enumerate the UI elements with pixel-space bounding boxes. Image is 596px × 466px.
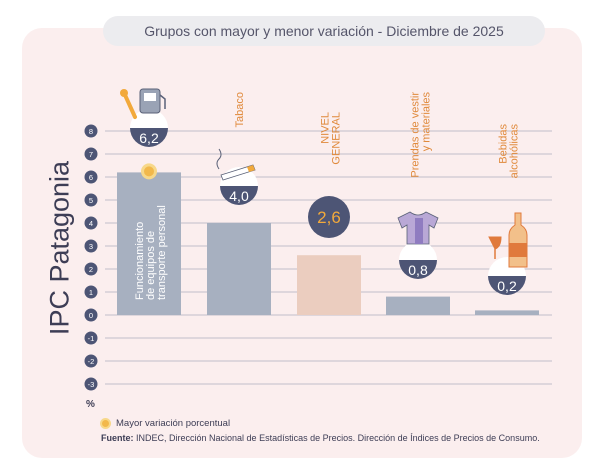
value-badge (399, 260, 437, 279)
bar (297, 255, 361, 315)
category-label-line: de equipos de (145, 231, 157, 300)
y-tick-dot (84, 216, 98, 230)
category-label: Bebidas alcohólicas (498, 124, 521, 179)
category-label: NIVEL GENERAL (320, 112, 343, 165)
y-tick-dot (84, 377, 98, 391)
bottle-label (509, 243, 527, 257)
value-label: 6,2 (139, 130, 159, 146)
value-badge (220, 186, 258, 205)
category-label-line: transporte personal (156, 205, 168, 300)
legend-label: Mayor variación porcentual (116, 418, 231, 429)
value-badge (130, 128, 168, 147)
source-label: Fuente: (101, 433, 134, 443)
category-label-line: NIVEL (320, 112, 332, 144)
shirt-panel (415, 218, 423, 244)
y-tick-dot (84, 193, 98, 207)
y-tick-dot (84, 285, 98, 299)
value-label: 2,6 (317, 208, 341, 227)
y-tick-dot (84, 239, 98, 253)
value-badge (488, 276, 526, 295)
value-badge-top (130, 109, 168, 128)
bar (207, 223, 271, 315)
y-tick-label: -1 (88, 334, 95, 343)
category-label-line: Prendas de vestir (410, 92, 422, 178)
value-badge (308, 196, 350, 238)
value-label: 0,2 (497, 278, 517, 294)
highlight-marker-core (144, 166, 154, 177)
category-label-line: Bebidas (498, 124, 510, 164)
y-tick-label: 4 (89, 219, 93, 228)
chart-title: Grupos con mayor y menor variación - Dic… (103, 16, 545, 46)
category-label: Tabaco (234, 92, 246, 127)
y-tick-dot (84, 331, 98, 345)
y-tick-label: 2 (89, 265, 93, 274)
y-tick-dot (84, 262, 98, 276)
cigarette-filter (247, 165, 255, 172)
wine-glass-icon (488, 236, 502, 250)
y-tick-label: 6 (89, 173, 93, 182)
value-label: 0,8 (408, 262, 428, 278)
y-tick-dot (84, 147, 98, 161)
y-tick-label: 1 (89, 288, 93, 297)
fuel-pump-window (144, 93, 156, 101)
y-tick-label: 5 (89, 196, 93, 205)
bar (117, 172, 181, 315)
value-badge-top (399, 241, 437, 260)
y-tick-dot (84, 124, 98, 138)
y-tick-dot (84, 170, 98, 184)
wine-bottle-icon (508, 212, 528, 268)
y-tick-label: -2 (88, 357, 95, 366)
y-tick-label: 3 (89, 242, 93, 251)
category-label-line: alcohólicas (509, 124, 521, 179)
bar (386, 296, 450, 315)
y-tick-dot (84, 354, 98, 368)
category-label-line: GENERAL (331, 112, 343, 165)
wrench-head (120, 89, 128, 97)
wrench-icon (123, 93, 137, 119)
category-label-line: y materiales (421, 92, 433, 152)
highlight-marker-icon (100, 418, 111, 429)
category-label-line: Funcionamiento (134, 222, 146, 300)
source-note: Fuente: INDEC, Dirección Nacional de Est… (101, 433, 540, 443)
legend: Mayor variación porcentual (100, 418, 230, 429)
value-label: 4,0 (229, 188, 249, 204)
category-label-line: Tabaco (234, 92, 246, 127)
y-tick-label: 0 (89, 311, 93, 320)
fuel-hose (159, 94, 166, 109)
chart-card (22, 28, 582, 458)
category-label: Prendas de vestir y materiales (410, 92, 433, 178)
y-tick-dot (84, 308, 98, 322)
y-tick-label: -3 (88, 380, 95, 389)
y-tick-label: 7 (89, 150, 93, 159)
source-text: INDEC, Dirección Nacional de Estadística… (136, 433, 540, 443)
smoke-icon (216, 148, 222, 170)
y-tick-label: 8 (89, 127, 93, 136)
bar (475, 310, 539, 315)
y-unit-label: % (86, 399, 95, 410)
category-label: Funcionamiento de equipos de transporte pe… (134, 205, 168, 300)
